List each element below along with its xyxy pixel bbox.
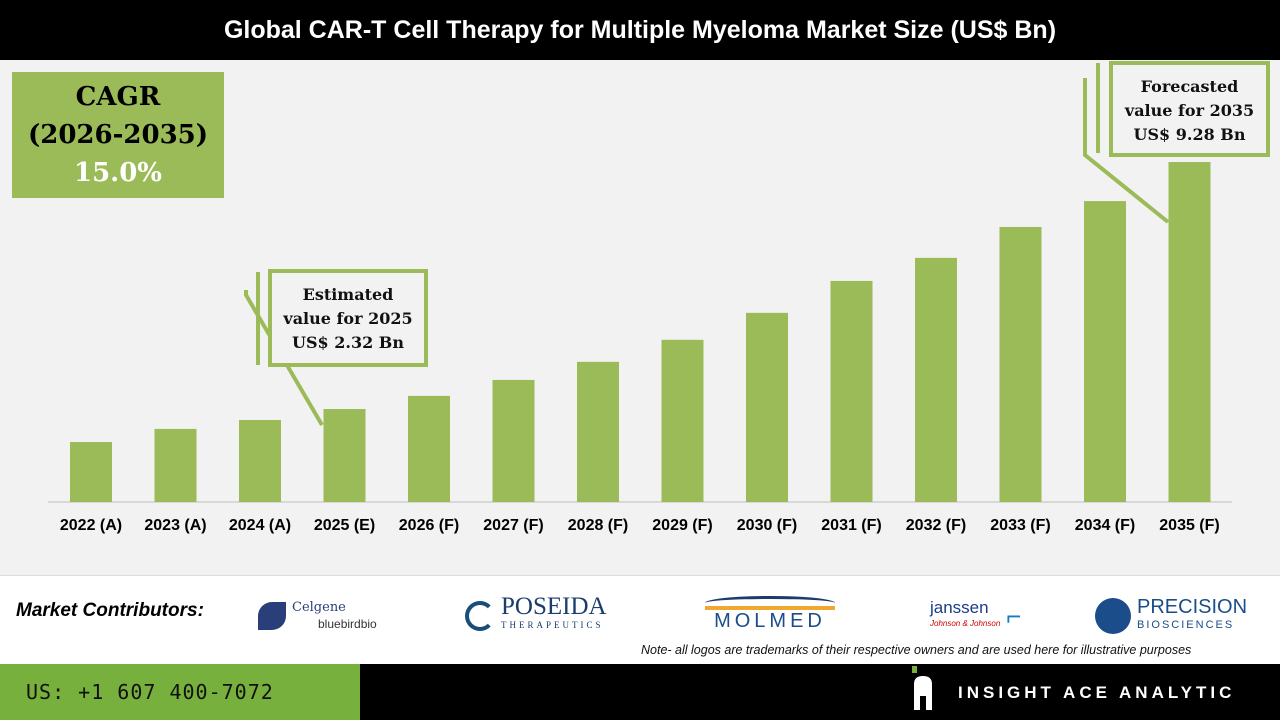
janssen-logo: janssen Johnson & Johnson ⌐ bbox=[930, 596, 1021, 636]
x-tick-label: 2024 (A) bbox=[229, 517, 291, 534]
celgene-mark-icon bbox=[258, 602, 286, 630]
cagr-box: CAGR (2026-2035) 15.0% bbox=[12, 72, 224, 198]
callout-line: Forecasted bbox=[1140, 77, 1239, 96]
callout-line: value for 2035 bbox=[1124, 101, 1255, 120]
x-tick-label: 2023 (A) bbox=[144, 517, 206, 534]
logo-subtext: Johnson & Johnson bbox=[930, 619, 1001, 628]
x-tick-label: 2035 (F) bbox=[1159, 517, 1219, 534]
poseida-mark-icon bbox=[465, 601, 495, 631]
x-tick-label: 2022 (A) bbox=[60, 517, 122, 534]
logo-subtext: bluebirdbio bbox=[318, 617, 377, 631]
bar-2026-f bbox=[408, 395, 450, 502]
x-tick-label: 2025 (E) bbox=[314, 517, 375, 534]
callout-value: US$ 9.28 Bn bbox=[1133, 125, 1246, 144]
footer-bar bbox=[360, 664, 1280, 720]
molmed-arc-icon bbox=[705, 596, 835, 610]
x-tick-label: 2032 (F) bbox=[906, 517, 966, 534]
bar-2034-f bbox=[1084, 201, 1126, 502]
cagr-value: 15.0% bbox=[73, 158, 163, 188]
trademark-note: Note- all logos are trademarks of their … bbox=[641, 643, 1192, 657]
x-tick-label: 2034 (F) bbox=[1075, 517, 1135, 534]
bar-chart: 2022 (A) 2023 (A) 2024 (A) 2025 (E) 2026 (F)… bbox=[48, 63, 1232, 534]
bar-2028-f bbox=[577, 361, 619, 502]
janssen-mark-icon: ⌐ bbox=[1006, 600, 1022, 631]
logo-subtext: THERAPEUTICS bbox=[501, 620, 604, 630]
forecasted-callout-leader bbox=[1083, 78, 1170, 224]
x-tick-label: 2028 (F) bbox=[568, 517, 628, 534]
chart-title: Global CAR-T Cell Therapy for Multiple M… bbox=[0, 0, 1280, 60]
logo-text: PRECISION bbox=[1137, 596, 1248, 618]
estimated-callout: Estimated value for 2025 US$ 2.32 Bn bbox=[268, 269, 428, 367]
molmed-logo: MOLMED bbox=[705, 596, 835, 636]
x-tick-label: 2030 (F) bbox=[737, 517, 797, 534]
bar-2033-f bbox=[999, 226, 1042, 503]
logo-subtext: BIOSCIENCES bbox=[1137, 619, 1235, 631]
x-tick-label: 2027 (F) bbox=[483, 517, 543, 534]
celgene-bluebird-logo: Celgene bluebirdbio bbox=[258, 596, 377, 636]
bar-2023-a bbox=[154, 428, 197, 502]
insight-ace-logo-icon bbox=[912, 666, 932, 710]
forecasted-callout: Forecasted value for 2035 US$ 9.28 Bn bbox=[1109, 61, 1270, 157]
bar-2025-e bbox=[323, 409, 366, 502]
logo-text: janssen bbox=[930, 598, 989, 617]
logo-text: POSEIDA bbox=[501, 593, 607, 620]
precision-logo: PRECISION BIOSCIENCES bbox=[1095, 596, 1247, 636]
bar-2027-f bbox=[492, 379, 535, 502]
bar-2029-f bbox=[661, 339, 704, 502]
market-contributors-label: Market Contributors: bbox=[16, 600, 204, 621]
bar-2022-a bbox=[70, 442, 112, 502]
poseida-logo: POSEIDA THERAPEUTICS bbox=[465, 593, 607, 636]
bar-2032-f bbox=[915, 257, 957, 502]
logo-text: MOLMED bbox=[714, 610, 826, 632]
bar-2035-f bbox=[1168, 162, 1211, 502]
cagr-period: (2026-2035) bbox=[27, 120, 209, 150]
x-tick-label: 2033 (F) bbox=[990, 517, 1050, 534]
x-tick-label: 2029 (F) bbox=[652, 517, 712, 534]
x-tick-label: 2026 (F) bbox=[399, 517, 459, 534]
x-tick-label: 2031 (F) bbox=[821, 517, 881, 534]
precision-mark-icon bbox=[1095, 598, 1131, 634]
callout-line: Estimated bbox=[302, 285, 394, 304]
bar-2024-a bbox=[239, 420, 281, 502]
bar-2030-f bbox=[746, 312, 788, 502]
brand-name: INSIGHT ACE ANALYTIC bbox=[958, 683, 1236, 702]
phone-contact[interactable]: US: +1 607 400-7072 bbox=[0, 664, 360, 720]
callout-line: value for 2025 bbox=[283, 309, 413, 328]
cagr-label: CAGR bbox=[75, 82, 161, 112]
estimated-callout-leader bbox=[244, 290, 324, 427]
logo-text: Celgene bbox=[292, 600, 346, 615]
bar-2031-f bbox=[830, 280, 873, 502]
callout-value: US$ 2.32 Bn bbox=[292, 333, 404, 352]
